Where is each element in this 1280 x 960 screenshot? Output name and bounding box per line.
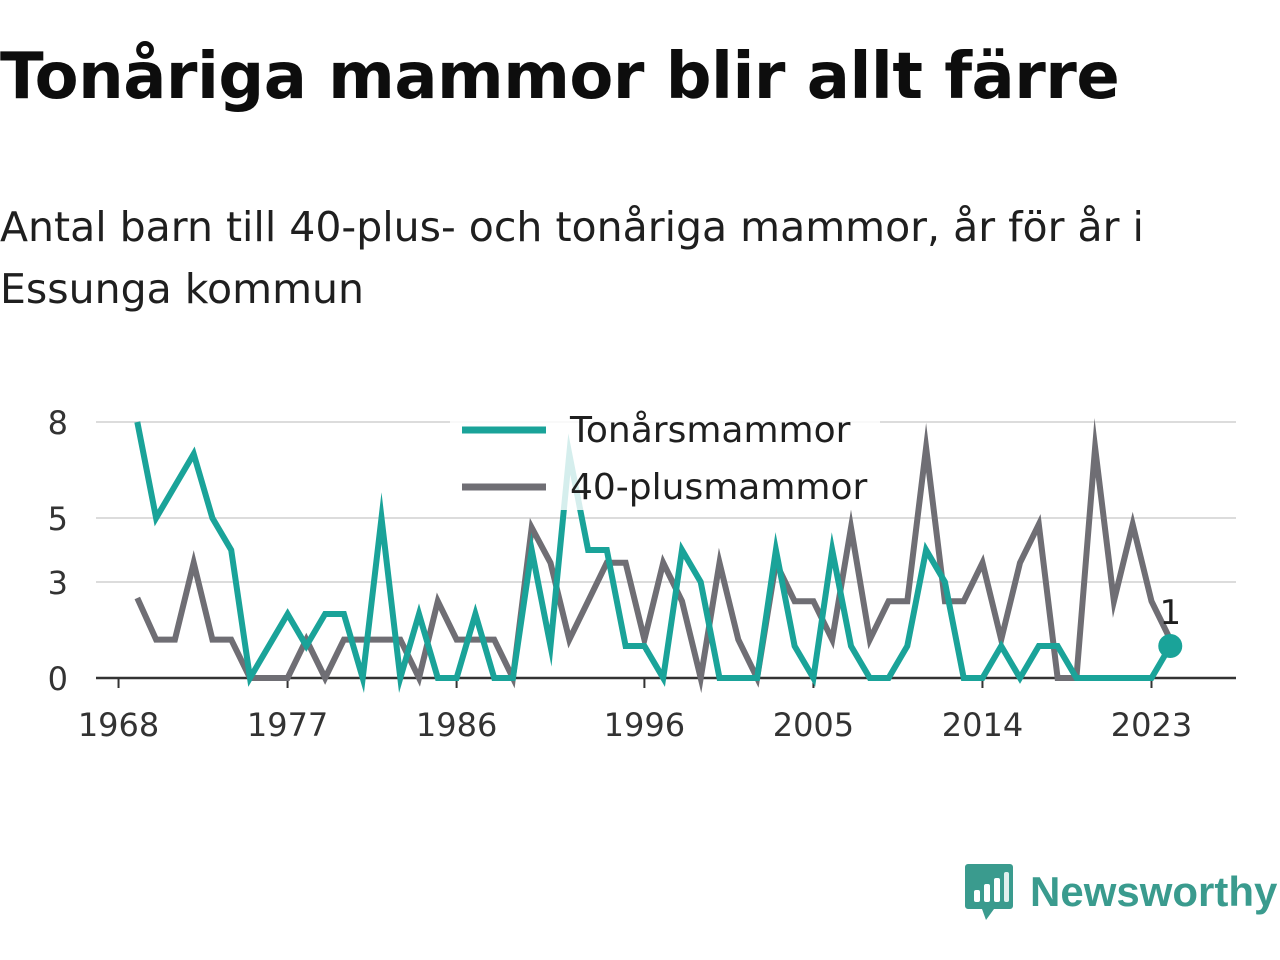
end-marker: 1: [1158, 593, 1183, 658]
x-tick-label: 1968: [78, 706, 159, 744]
x-tick-label: 2014: [942, 706, 1023, 744]
series-line-tonarsmammor: [134, 421, 1173, 694]
x-axis: 1968 1977 1986 1996 2005 2014 2023: [78, 676, 1236, 744]
y-tick-label: 5: [48, 500, 68, 538]
legend-label: 40-plusmammor: [570, 467, 868, 508]
brand-name: Newsworthy: [1030, 868, 1278, 915]
x-tick-label: 1996: [604, 706, 685, 744]
y-axis-ticks: 0 3 5 8: [48, 404, 68, 698]
legend-label: Tonårsmammor: [569, 410, 851, 451]
end-label: 1: [1159, 593, 1181, 633]
legend-background: [450, 402, 880, 510]
chart-title: Tonåriga mammor blir allt färre: [0, 40, 1120, 114]
line-chart: 0 3 5 8 1968 1977 1986 1996 2005 2014 2023 Tonårs…: [48, 402, 1236, 744]
x-tick-label: 2023: [1111, 706, 1192, 744]
newsworthy-logo: Newsworthy: [964, 862, 1277, 922]
legend: Tonårsmammor 40-plusmammor: [450, 402, 880, 510]
series-lines: [134, 417, 1173, 694]
x-tick-label: 1977: [247, 706, 328, 744]
y-tick-label: 3: [48, 564, 68, 602]
newsworthy-logo-icon: [965, 864, 1013, 920]
x-tick-label: 2005: [773, 706, 854, 744]
x-tick-label: 1986: [416, 706, 497, 744]
end-point: [1158, 634, 1183, 658]
y-tick-label: 0: [48, 660, 68, 698]
chart-subtitle: Antal barn till 40-plus- och tonåriga ma…: [0, 203, 1144, 313]
y-tick-label: 8: [48, 404, 68, 442]
